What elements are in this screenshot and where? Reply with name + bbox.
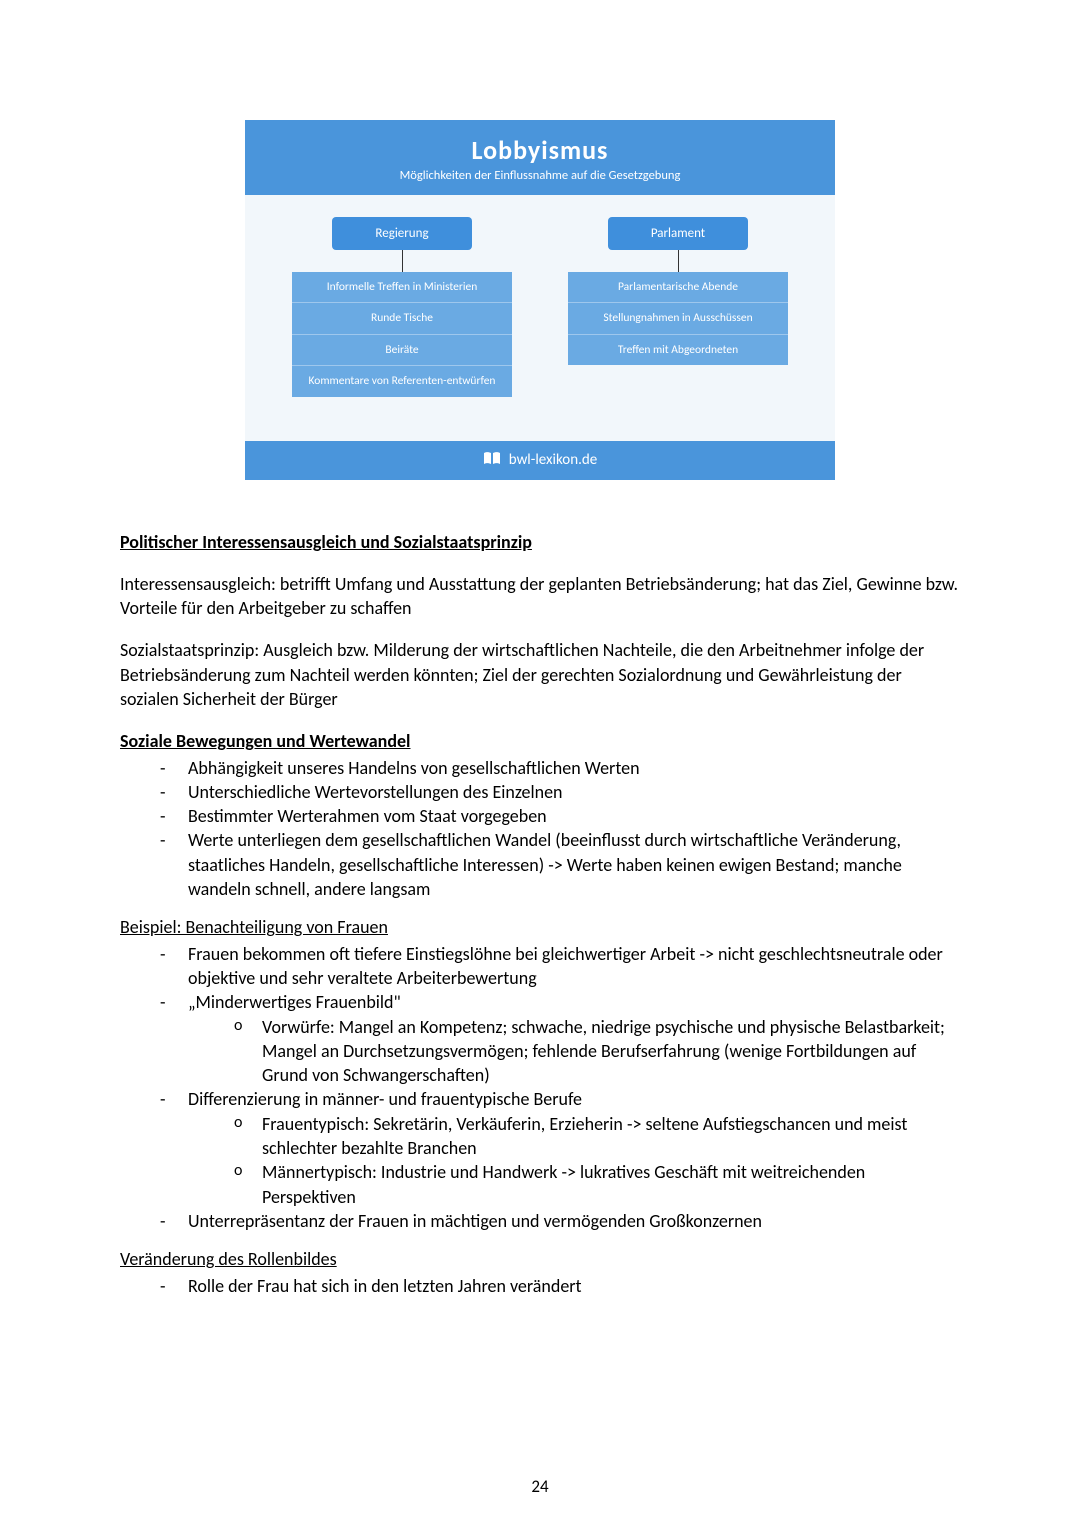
left-column-head: Regierung (332, 217, 472, 250)
paragraph: Sozialstaatsprinzip: Ausgleich bzw. Mild… (120, 638, 960, 711)
sub-list-item: Frauentypisch: Sekretärin, Verkäuferin, … (234, 1112, 960, 1161)
infographic-title: Lobbyismus (253, 134, 827, 166)
book-icon (483, 451, 501, 470)
left-column: Regierung Informelle Treffen in Minister… (292, 217, 512, 397)
sub-list: Frauentypisch: Sekretärin, Verkäuferin, … (188, 1112, 960, 1209)
infographic-header: Lobbyismus Möglichkeiten der Einflussnah… (245, 120, 835, 195)
connector (678, 250, 679, 272)
list-item: Unterschiedliche Wertevorstellungen des … (160, 780, 960, 804)
sub-list-item: Vorwürfe: Mangel an Kompetenz; schwache,… (234, 1015, 960, 1088)
left-item: Beiräte (292, 335, 512, 366)
section-heading: Veränderung des Rollenbildes (120, 1247, 960, 1271)
right-items: Parlamentarische Abende Stellungnahmen i… (568, 272, 788, 365)
right-item: Stellungnahmen in Ausschüssen (568, 303, 788, 334)
section-title: Soziale Bewegungen und Wertewandel (120, 729, 960, 753)
left-items: Informelle Treffen in Ministerien Runde … (292, 272, 512, 397)
right-item: Treffen mit Abgeordneten (568, 335, 788, 365)
document-content: Politischer Interessensausgleich und Soz… (120, 530, 960, 1298)
infographic-subtitle: Möglichkeiten der Einflussnahme auf die … (253, 168, 827, 183)
list-item: Werte unterliegen dem gesellschaftlichen… (160, 828, 960, 901)
footer-text: bwl-lexikon.de (509, 451, 597, 469)
bullet-list: Rolle der Frau hat sich in den letzten J… (120, 1274, 960, 1298)
list-item-text: „Minderwertiges Frauenbild" (188, 991, 401, 1013)
infographic-footer: bwl-lexikon.de (245, 441, 835, 480)
infographic-body: Regierung Informelle Treffen in Minister… (245, 195, 835, 421)
list-item: Abhängigkeit unseres Handelns von gesell… (160, 756, 960, 780)
right-column-head: Parlament (608, 217, 748, 250)
list-item: Bestimmter Werterahmen vom Staat vorgege… (160, 804, 960, 828)
infographic-container: Lobbyismus Möglichkeiten der Einflussnah… (245, 120, 835, 480)
right-item: Parlamentarische Abende (568, 272, 788, 303)
list-item: „Minderwertiges Frauenbild" Vorwürfe: Ma… (160, 990, 960, 1087)
connector (402, 250, 403, 272)
sub-list-item: Männertypisch: Industrie und Handwerk ->… (234, 1160, 960, 1209)
left-item: Runde Tische (292, 303, 512, 334)
page-number: 24 (0, 1476, 1080, 1497)
sub-list: Vorwürfe: Mangel an Kompetenz; schwache,… (188, 1015, 960, 1088)
bullet-list: Frauen bekommen oft tiefere Einstiegslöh… (120, 942, 960, 1234)
right-column: Parlament Parlamentarische Abende Stellu… (568, 217, 788, 365)
list-item: Frauen bekommen oft tiefere Einstiegslöh… (160, 942, 960, 991)
list-item: Rolle der Frau hat sich in den letzten J… (160, 1274, 960, 1298)
bullet-list: Abhängigkeit unseres Handelns von gesell… (120, 756, 960, 902)
left-item: Informelle Treffen in Ministerien (292, 272, 512, 303)
left-item: Kommentare von Referenten-entwürfen (292, 366, 512, 396)
paragraph: Interessensausgleich: betrifft Umfang un… (120, 572, 960, 621)
section-title: Politischer Interessensausgleich und Soz… (120, 530, 960, 554)
list-item: Unterrepräsentanz der Frauen in mächtige… (160, 1209, 960, 1233)
example-heading: Beispiel: Benachteiligung von Frauen (120, 915, 960, 939)
list-item-text: Differenzierung in männer- und frauentyp… (188, 1088, 582, 1110)
list-item: Differenzierung in männer- und frauentyp… (160, 1087, 960, 1208)
